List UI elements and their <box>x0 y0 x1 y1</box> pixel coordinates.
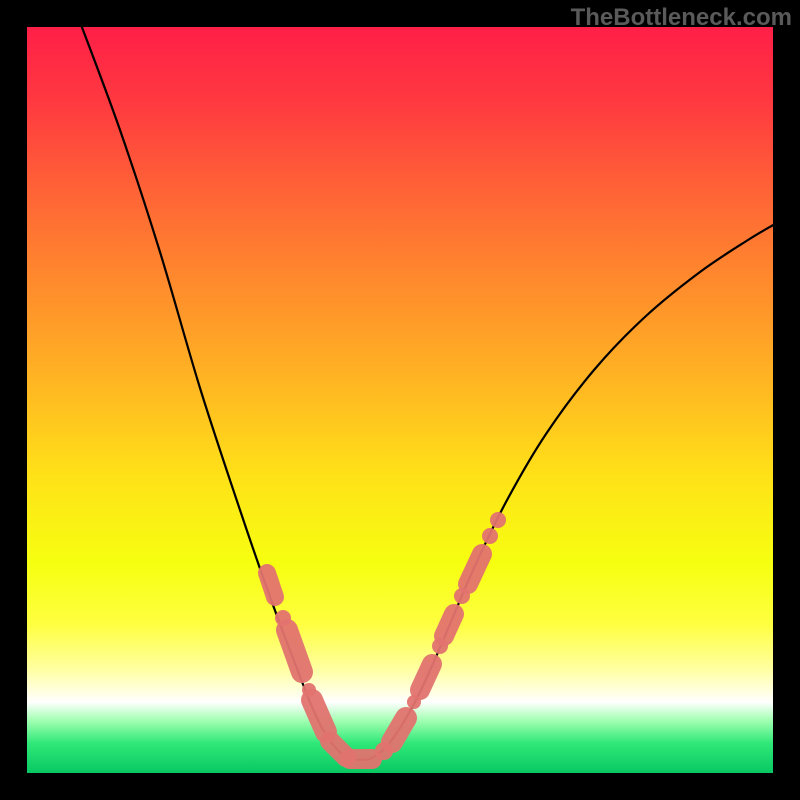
marker-capsule <box>444 614 454 636</box>
performance-curve <box>80 22 775 760</box>
watermark-text: TheBottleneck.com <box>571 4 792 32</box>
marker-capsule <box>287 630 302 672</box>
marker-capsule <box>267 573 275 597</box>
marker-dot <box>482 528 498 544</box>
marker-capsule <box>392 718 406 742</box>
chart-overlay-svg <box>0 0 800 800</box>
marker-dot <box>490 512 506 528</box>
marker-cluster-group <box>267 512 506 760</box>
marker-capsule <box>420 664 432 690</box>
marker-capsule <box>468 554 482 584</box>
marker-capsule <box>312 700 326 732</box>
